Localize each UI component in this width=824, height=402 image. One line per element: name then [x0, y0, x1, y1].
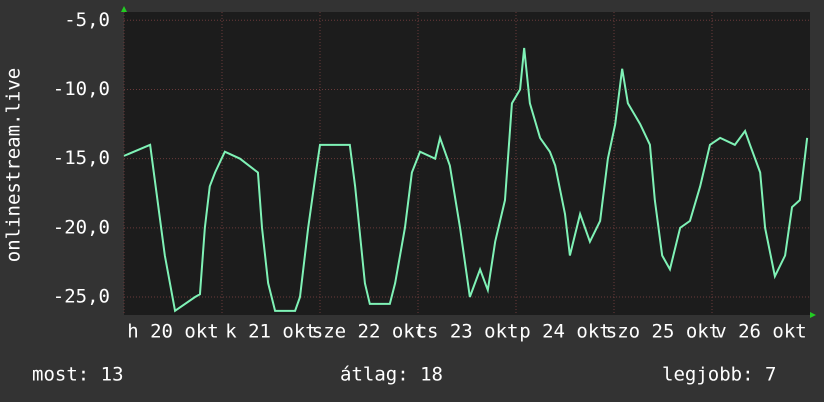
- x-tick-label: sze 22 okt: [312, 321, 426, 343]
- plot-area: [124, 12, 810, 315]
- x-tick-label: szo 25 okt: [606, 321, 720, 343]
- x-tick-label: k 21 okt: [225, 321, 317, 343]
- stat-average: átlag: 18: [340, 364, 443, 386]
- axis-arrow: [121, 6, 127, 12]
- stat-current: most: 13: [32, 364, 124, 386]
- x-tick-label: h 20 okt: [127, 321, 219, 343]
- y-tick-label: -25,0: [53, 286, 110, 308]
- y-axis-label: onlinestream.live: [3, 68, 25, 262]
- x-tick-label: v 26 okt: [715, 321, 807, 343]
- y-tick-label: -10,0: [53, 78, 110, 100]
- y-tick-label: -20,0: [53, 216, 110, 238]
- stat-best: legjobb: 7: [662, 364, 776, 386]
- y-tick-label: -15,0: [53, 147, 110, 169]
- data-line: [123, 47, 809, 313]
- x-tick-label: cs 23 okt: [416, 321, 519, 343]
- axis-arrow: [810, 312, 816, 318]
- y-tick-label: -5,0: [64, 9, 110, 31]
- x-tick-label: p 24 okt: [519, 321, 611, 343]
